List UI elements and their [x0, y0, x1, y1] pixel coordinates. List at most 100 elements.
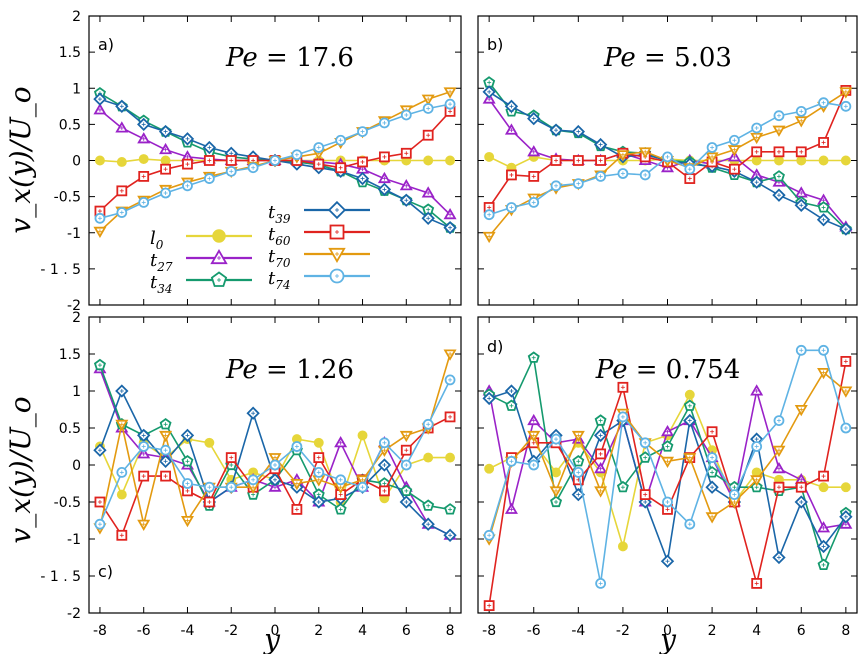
pe-annotation: Pe = 0.754: [595, 355, 740, 385]
y-tick-label: -2: [67, 606, 81, 622]
series-t74: [94, 374, 456, 530]
y-tick-label: 1: [72, 384, 81, 400]
data-point: [818, 482, 829, 493]
x-tick-label: -6: [527, 623, 541, 639]
x-axis-label-left: y: [262, 623, 281, 654]
legend-entry-t34: t34: [150, 271, 252, 296]
data-point: [445, 452, 456, 463]
data-point: [94, 155, 105, 166]
y-tick-label: 2: [72, 310, 81, 326]
series-t70: [482, 87, 853, 244]
x-tick-label: 6: [402, 623, 411, 639]
x-tick-label: -6: [137, 623, 151, 639]
legend-entry-t74: t74: [268, 268, 370, 292]
legend-label: t34: [150, 272, 173, 296]
x-tick-label: 0: [271, 623, 280, 639]
x-tick-label: -8: [93, 623, 107, 639]
legend-label: t74: [268, 268, 291, 292]
panel-3: 2 1.5 1 0.5 0 -0.5 -1 - 1 . 5 -2 -8 -6 -4 -2 0 2 4 6 8 c) P…: [40, 310, 462, 639]
data-point: [423, 452, 434, 463]
y-tick-label: 2: [72, 9, 81, 25]
x-tick-label: 4: [358, 623, 367, 639]
data-point: [116, 489, 127, 500]
x-tick-label: 8: [841, 623, 850, 639]
legend-label: t60: [268, 224, 291, 248]
y-axis-label-bottom: v_x(y)/U_o: [4, 396, 37, 543]
x-tick-label: -4: [180, 623, 194, 639]
legend-marker: [212, 229, 226, 243]
data-point: [138, 154, 149, 165]
x-tick-label: 6: [797, 623, 806, 639]
y-tick-label: - 1 . 5: [40, 569, 81, 585]
data-point: [484, 151, 495, 162]
series-t74: [483, 344, 852, 589]
y-tick-label: 1.5: [59, 45, 81, 61]
panel-label: a): [98, 35, 114, 54]
data-point: [617, 541, 628, 552]
panel-4: -8 -6 -4 -2 0 2 4 6 8 d) Pe = 0.754: [477, 316, 858, 639]
series-t74: [94, 98, 456, 224]
legend-label: t70: [268, 246, 291, 270]
y-tick-label: 1.5: [59, 347, 81, 363]
panel-label: b): [487, 35, 503, 54]
x-tick-label: -4: [571, 623, 585, 639]
data-point: [774, 155, 784, 166]
series-l0: [484, 389, 851, 552]
x-tick-label: 8: [446, 623, 455, 639]
series-line-t27: [99, 368, 451, 537]
series-t39: [482, 384, 853, 568]
data-point: [423, 155, 434, 166]
data-point: [116, 156, 127, 167]
panel-label: c): [98, 562, 113, 581]
series-t70: [482, 367, 853, 546]
x-tick-label: 0: [663, 623, 672, 639]
y-tick-label: -1: [67, 226, 81, 242]
x-tick-label: -2: [616, 623, 630, 639]
panel-label: d): [487, 337, 503, 356]
panel-2: b) Pe = 5.03: [477, 15, 858, 306]
series-t60: [483, 85, 852, 213]
x-axis-label-right: y: [658, 623, 677, 654]
y-tick-label: 0.5: [59, 117, 81, 133]
x-tick-label: -8: [482, 623, 496, 639]
data-point: [840, 482, 851, 493]
panel-1: 2 1.5 1 0.5 0 -0.5 -1 - 1 . 5 -2 a) Pe = 17.6: [40, 9, 462, 314]
series-line-t60: [488, 90, 847, 208]
x-tick-label: 2: [314, 623, 323, 639]
series-t60: [94, 105, 456, 217]
data-point: [751, 155, 762, 166]
legend-entry-t39: t39: [268, 200, 370, 226]
y-tick-label: 0.5: [59, 421, 81, 437]
data-point: [840, 155, 851, 166]
y-tick-label: 0: [72, 154, 81, 170]
data-point: [160, 155, 171, 166]
data-point: [818, 155, 829, 166]
y-tick-label: -1: [67, 532, 81, 548]
y-axis-label-top: v_x(y)/U_o: [4, 86, 37, 233]
pe-annotation: Pe = 17.6: [225, 43, 354, 73]
series-line-t60: [488, 361, 847, 606]
data-point: [484, 463, 495, 474]
legend-entry-t60: t60: [268, 224, 370, 248]
y-tick-label: -0.5: [54, 495, 81, 511]
x-tick-label: -2: [224, 623, 238, 639]
x-tick-label: 4: [752, 623, 761, 639]
series-t74: [483, 97, 852, 221]
y-tick-label: - 1 . 5: [40, 262, 81, 278]
y-tick-label: 1: [72, 81, 81, 97]
data-point: [796, 155, 807, 166]
pe-annotation: Pe = 5.03: [603, 43, 732, 73]
data-point: [445, 155, 456, 166]
data-point: [313, 437, 324, 448]
legend-label: t39: [268, 202, 291, 226]
y-tick-label: -0.5: [54, 190, 81, 206]
data-point: [357, 430, 368, 441]
pe-annotation: Pe = 1.26: [225, 355, 354, 385]
legend-entry-t70: t70: [268, 246, 370, 270]
data-point: [204, 437, 215, 448]
x-tick-label: 2: [708, 623, 717, 639]
y-tick-label: 0: [72, 458, 81, 474]
series-line-t74: [99, 379, 451, 525]
